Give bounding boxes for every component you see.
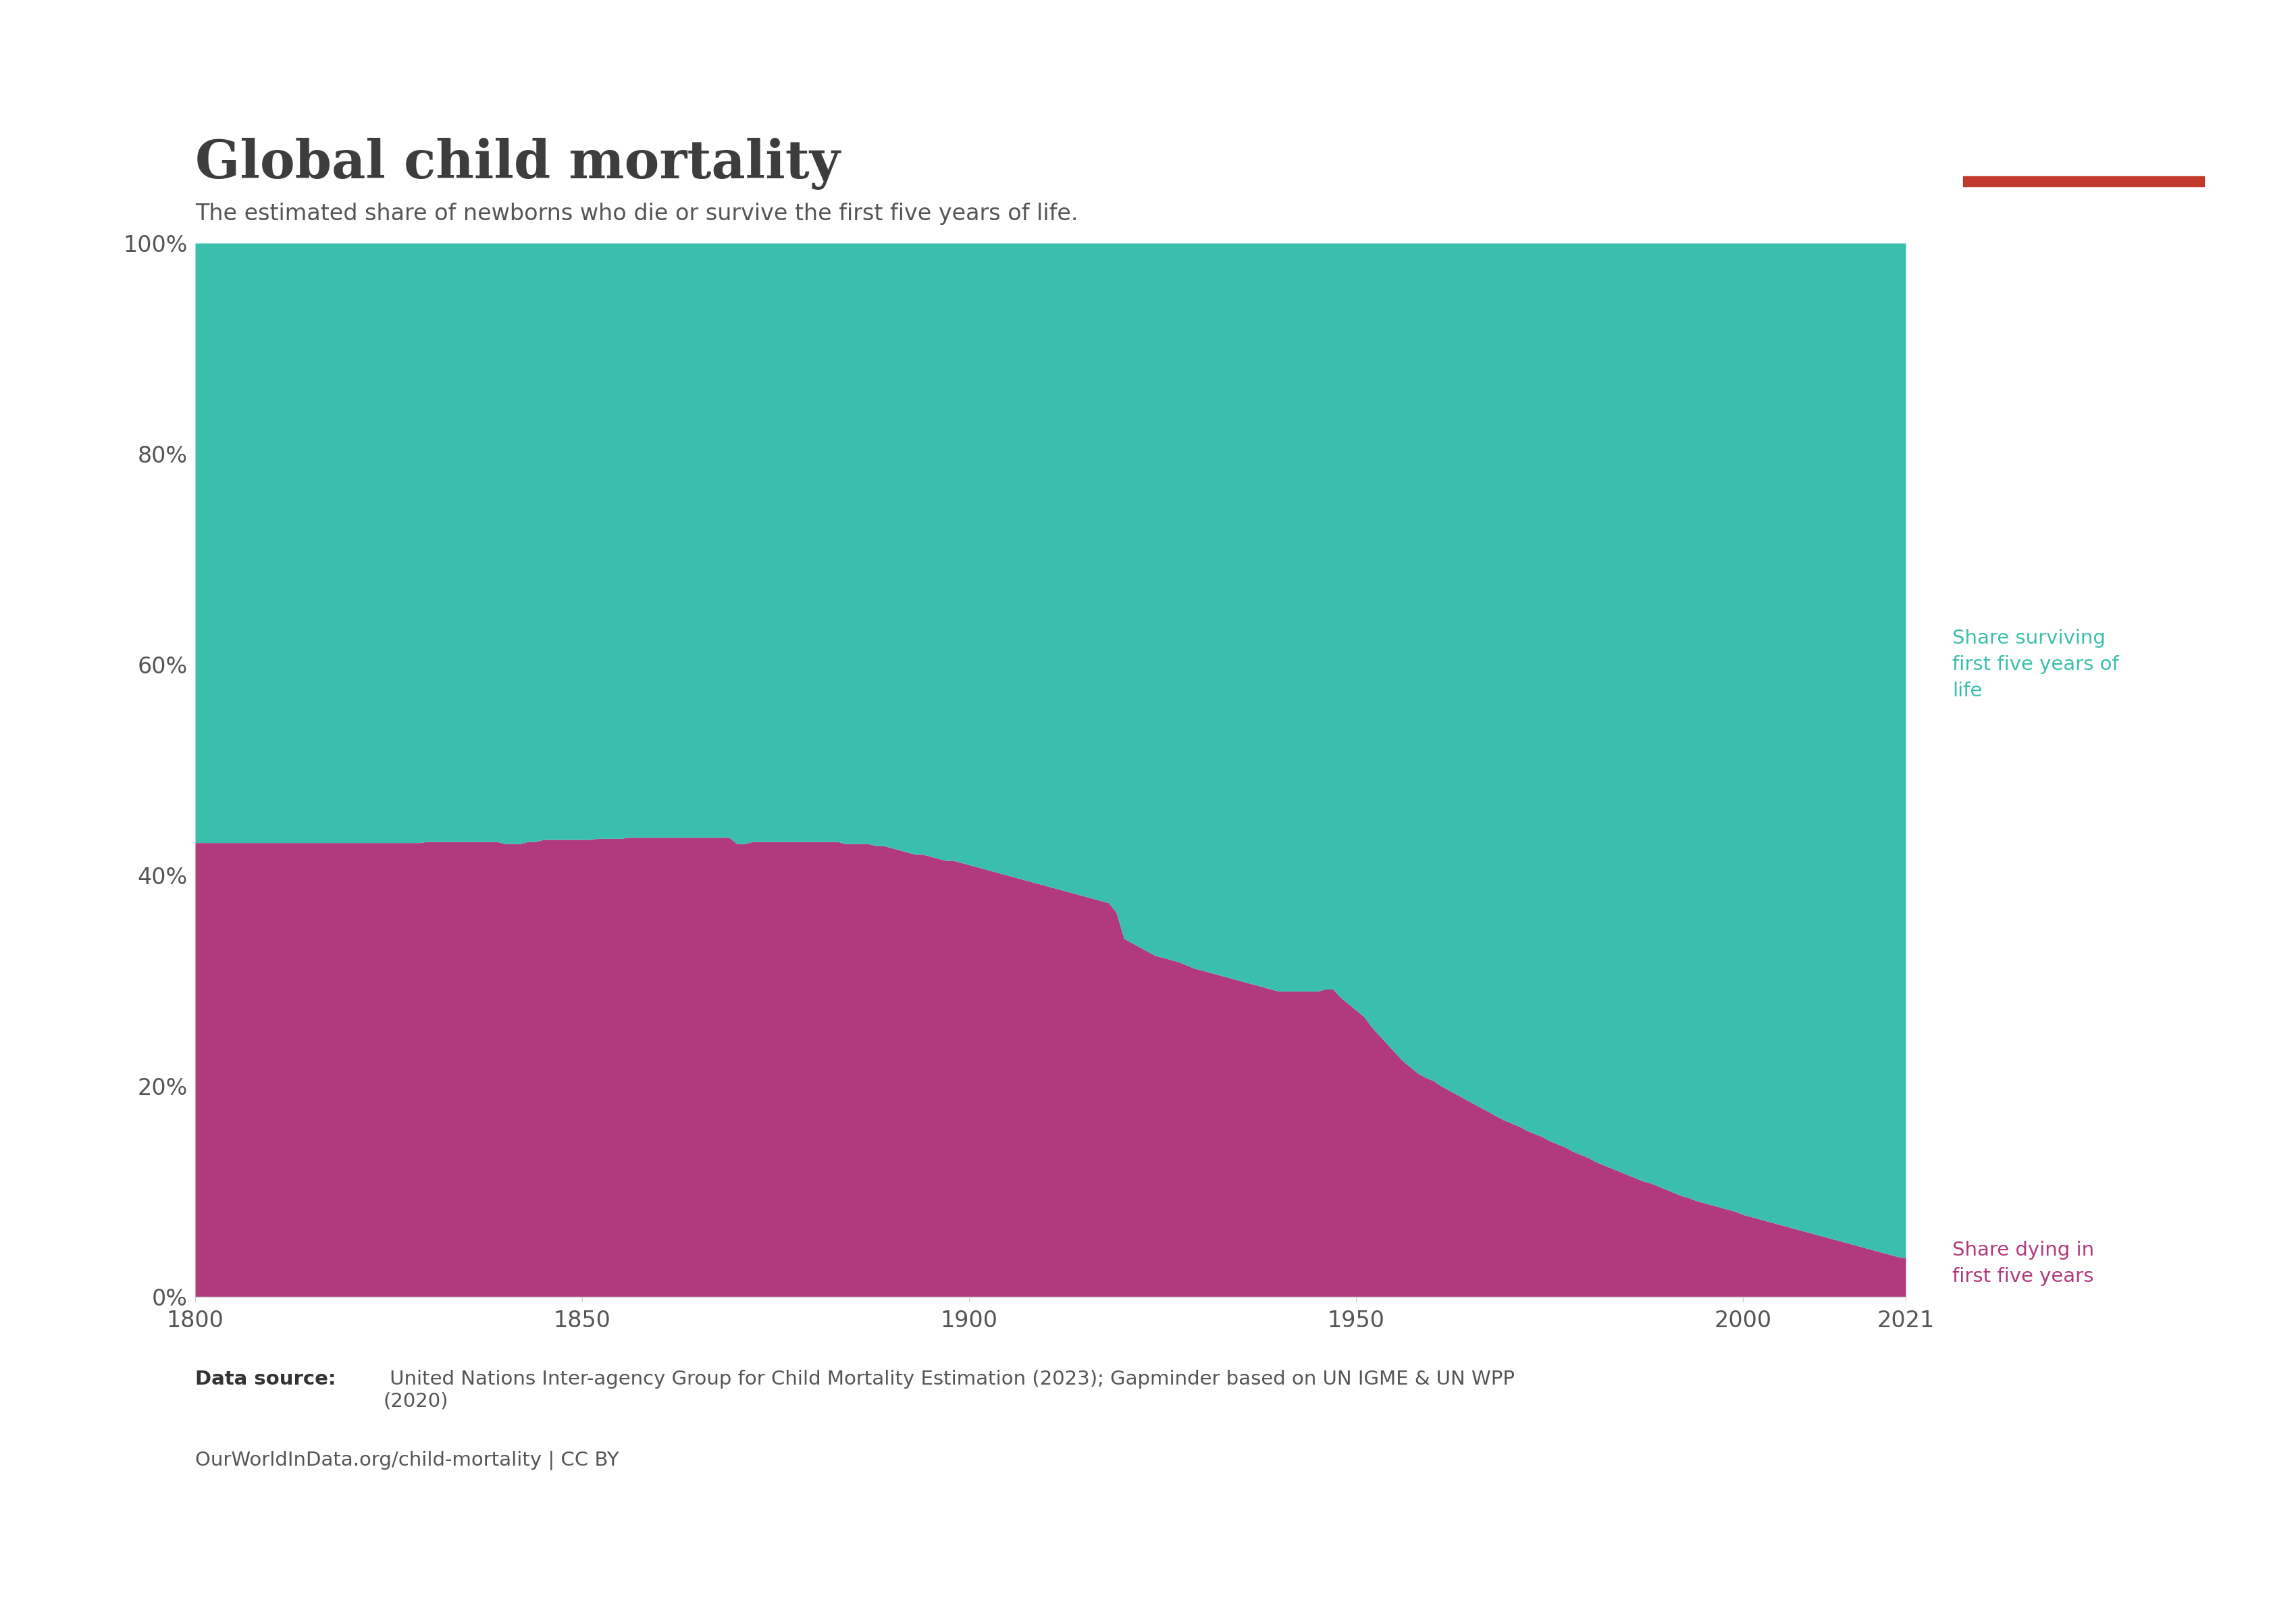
Text: Share surviving
first five years of
life: Share surviving first five years of life <box>1952 629 2119 700</box>
Text: Share dying in
first five years: Share dying in first five years <box>1952 1240 2094 1285</box>
Text: Data source:: Data source: <box>195 1370 335 1389</box>
Text: Our World
in Data: Our World in Data <box>2030 78 2138 123</box>
Text: OurWorldInData.org/child-mortality | CC BY: OurWorldInData.org/child-mortality | CC … <box>195 1451 620 1470</box>
Text: United Nations Inter-agency Group for Child Mortality Estimation (2023); Gapmind: United Nations Inter-agency Group for Ch… <box>383 1370 1515 1410</box>
Bar <box>1963 177 2204 186</box>
Text: Global child mortality: Global child mortality <box>195 138 840 190</box>
Text: The estimated share of newborns who die or survive the first five years of life.: The estimated share of newborns who die … <box>195 203 1079 225</box>
